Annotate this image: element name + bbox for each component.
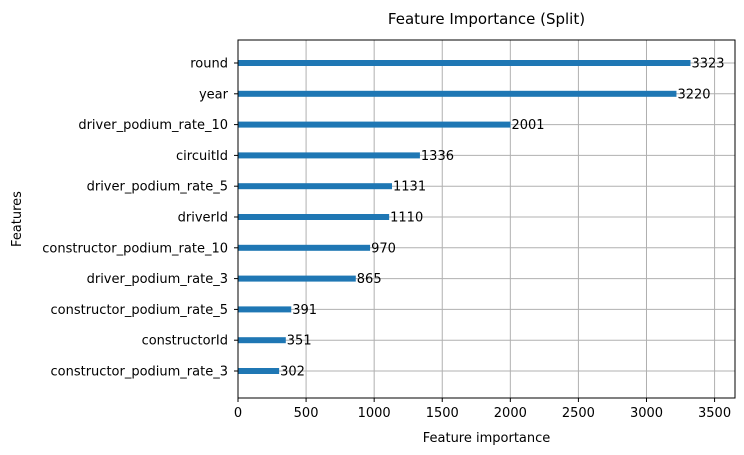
y-axis-label: Features [10,191,25,247]
y-tick-label: circuitId [176,149,228,164]
plot-frame [237,39,736,399]
x-tick-label: 3500 [698,406,731,421]
x-tick-label: 2500 [562,406,595,421]
x-tick-label: 2000 [494,406,527,421]
y-tick-label: constructor_podium_rate_10 [42,241,228,256]
data-label: 351 [287,334,312,349]
y-tick-label: driverId [178,211,228,226]
data-label: 391 [292,303,317,318]
y-tick-label: driver_podium_rate_3 [87,272,228,287]
y-tick-label: constructorId [142,334,228,349]
bar [238,214,390,220]
bar [238,60,691,66]
x-axis-label: Feature importance [423,431,551,446]
x-tick-label: 1000 [358,406,391,421]
y-tick-label: constructor_podium_rate_3 [51,365,229,380]
data-label-layer: 3323 3220 2001 1336 1131 1110 970 865 391 351 302 [280,57,724,380]
bar [238,90,677,97]
bar [238,275,356,282]
bar [238,183,393,190]
y-tick-label: driver_podium_rate_5 [87,180,228,195]
x-tick-label: 1500 [426,406,459,421]
bar [238,121,511,128]
data-label: 3323 [691,57,724,72]
x-tick-label: 0 [234,406,242,421]
bar [238,368,280,374]
data-label: 1336 [421,149,454,164]
tick-layer: 0 500 1000 1500 2000 2500 3000 3500 round year dri… [42,57,731,422]
data-label: 2001 [511,118,544,133]
x-tick-label: 3000 [630,406,663,421]
chart-title: Feature Importance (Split) [388,10,585,28]
data-label: 1110 [390,211,423,226]
y-tick-label: round [190,57,228,72]
x-tick-label: 500 [294,406,319,421]
y-tick-label: driver_podium_rate_10 [78,118,228,133]
data-label: 3220 [677,87,710,102]
y-tick-label: constructor_podium_rate_5 [51,303,229,318]
bar [238,306,292,313]
bar [238,244,371,251]
bar [238,337,286,344]
data-label: 1131 [393,180,426,195]
data-label: 865 [357,272,382,287]
y-tick-label: year [199,87,229,102]
bar [238,152,420,159]
bar-layer [238,60,691,374]
data-label: 302 [280,365,305,380]
data-label: 970 [371,241,396,256]
